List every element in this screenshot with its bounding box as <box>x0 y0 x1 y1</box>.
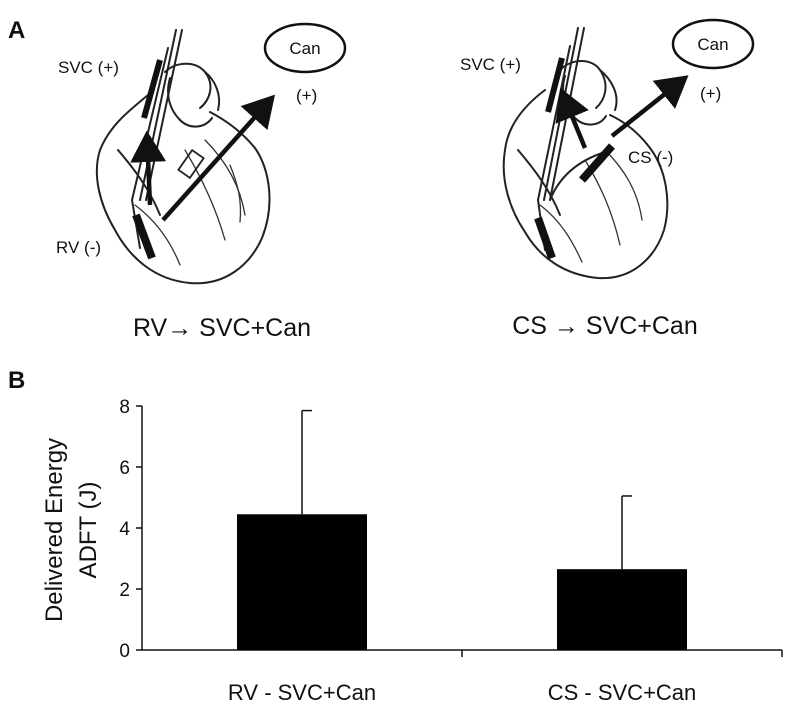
panel-a-letter: A <box>8 17 25 44</box>
right-arrow-to-can <box>610 75 689 138</box>
right-svc-coil <box>545 57 565 113</box>
right-can-polarity: (+) <box>700 84 721 103</box>
right-can-label: Can <box>697 35 728 54</box>
right-cs-label: CS (-) <box>628 148 673 167</box>
right-caption: CS → SVC+Can <box>512 312 698 340</box>
left-caption: RV→ SVC+Can <box>133 314 311 342</box>
y-tick-label: 4 <box>119 519 130 540</box>
right-heart-diagram <box>502 27 689 280</box>
left-arrow-to-svc <box>130 130 167 206</box>
left-svc-label: SVC (+) <box>58 58 119 77</box>
left-lead <box>131 47 169 260</box>
left-septal-box <box>177 148 205 180</box>
panel-b-letter: B <box>8 367 25 394</box>
category-label-1: RV - SVC+Can <box>228 680 376 705</box>
y-axis-label-line1: Delivered Energy <box>41 438 68 622</box>
left-heart-diagram <box>95 29 275 285</box>
y-tick-label: 0 <box>119 641 130 662</box>
right-arrow-to-svc <box>555 87 589 149</box>
right-distal-coil <box>534 216 556 260</box>
left-can-ellipse <box>263 22 347 74</box>
right-cs-coil <box>579 143 615 183</box>
left-can-polarity: (+) <box>296 86 317 105</box>
left-can-label: Can <box>289 39 320 58</box>
y-axis-label-line2: ADFT (J) <box>75 482 102 579</box>
bar-2 <box>557 569 687 650</box>
right-svc-label: SVC (+) <box>460 55 521 74</box>
chart-marks: 0 2 4 6 8 RV - SVC+Can CS - SVC+Can <box>119 397 783 705</box>
left-arrow-to-can <box>161 94 275 222</box>
y-tick-label: 8 <box>119 397 130 418</box>
bar-chart: Delivered Energy ADFT (J) 0 2 4 6 8 RV - SVC+… <box>41 397 783 705</box>
left-rv-coil <box>132 213 156 260</box>
left-heart-outline <box>95 29 271 285</box>
left-svc-coil <box>141 59 163 119</box>
left-rv-label: RV (-) <box>56 238 101 257</box>
category-label-2: CS - SVC+Can <box>548 680 697 705</box>
y-tick-label: 6 <box>119 458 130 479</box>
bar-1 <box>237 514 367 650</box>
y-tick-label: 2 <box>119 580 130 601</box>
right-can-ellipse <box>671 18 755 70</box>
